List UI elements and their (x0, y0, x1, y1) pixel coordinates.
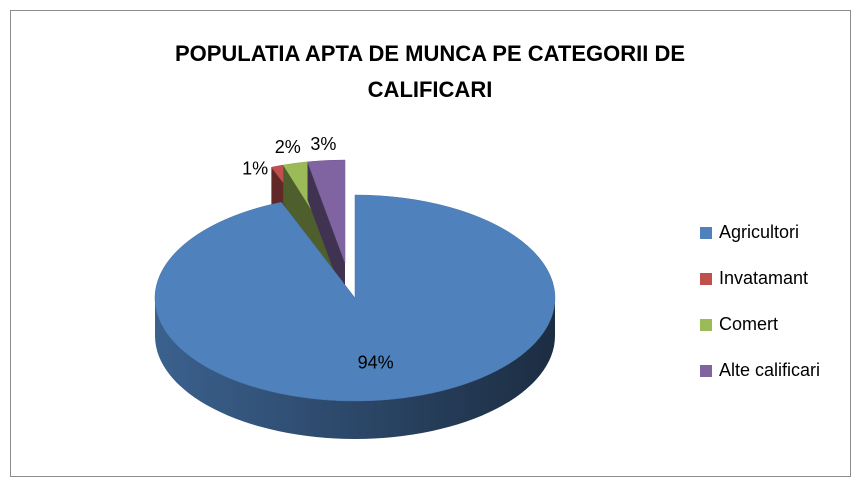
legend-label: Agricultori (719, 222, 799, 242)
chart-title: POPULATIA APTA DE MUNCA PE CATEGORII DE … (174, 41, 686, 102)
legend-label: Invatamant (719, 268, 808, 288)
slice-side (307, 161, 345, 301)
data-label: 3% (310, 134, 336, 154)
data-label: 1% (242, 158, 268, 178)
data-label: 94% (358, 352, 394, 372)
legend-swatch (700, 273, 712, 285)
legend-label: Comert (719, 314, 778, 334)
slice (154, 194, 556, 402)
slice (307, 159, 346, 264)
slice-side (155, 298, 555, 439)
data-label: 2% (275, 137, 301, 157)
legend-swatch (700, 365, 712, 377)
legend-swatch (700, 319, 712, 331)
legend-swatch (700, 227, 712, 239)
legend-label: Alte calificari (719, 360, 820, 380)
chart-frame (10, 10, 851, 477)
